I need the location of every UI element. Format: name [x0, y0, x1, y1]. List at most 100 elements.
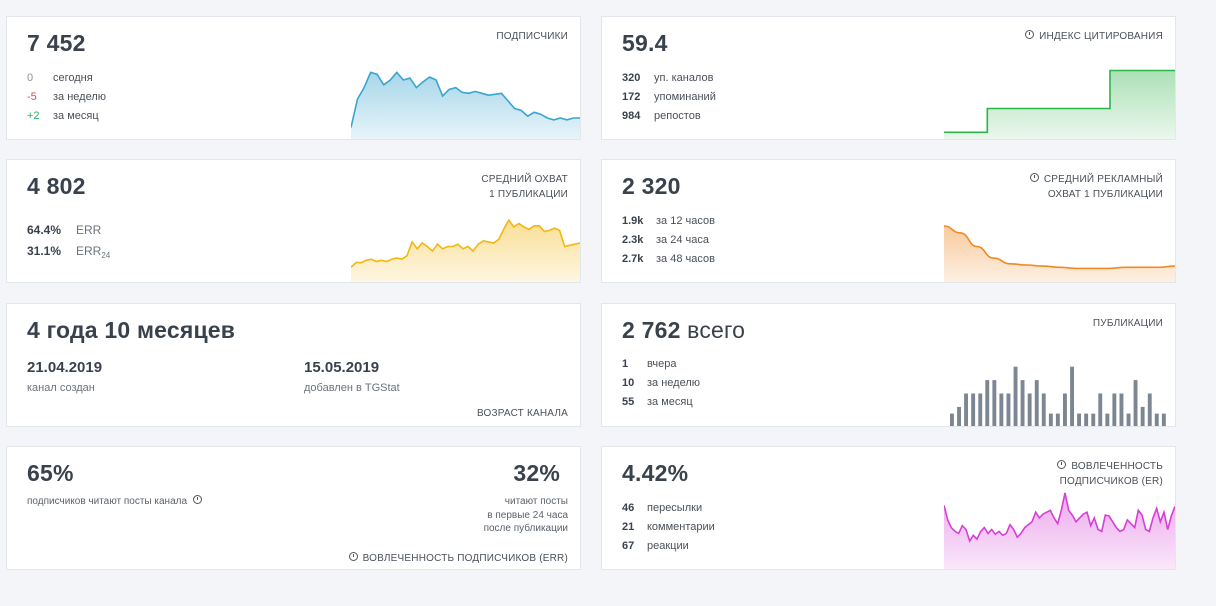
- stat-value: 2.3k: [622, 234, 644, 246]
- publications-label: ПУБЛИКАЦИИ: [1092, 318, 1163, 329]
- chart-bar: [1070, 366, 1074, 426]
- er-card[interactable]: 4.42% ВОВЛЕЧЕННОСТЬ ПОДПИСЧИКОВ (ER) 46 пе…: [601, 446, 1176, 570]
- created-label: канал создан: [27, 382, 95, 394]
- label-line: СРЕДНИЙ ОХВАТ: [481, 174, 568, 185]
- stat-value: 984: [622, 110, 641, 122]
- subscribers-chart[interactable]: [351, 57, 581, 139]
- chart-bar: [1147, 393, 1152, 426]
- stat-text: сегодня: [53, 72, 93, 84]
- chart-bar: [992, 380, 997, 426]
- chart-series-line: [944, 492, 1175, 543]
- chart-bar: [985, 380, 990, 426]
- err-row: 64.4% ERR: [27, 223, 101, 237]
- stat-text: вчера: [647, 358, 677, 370]
- first-day-readers-text: читают посты в первые 24 часа после публик…: [484, 495, 568, 536]
- citation-channels: 320 уп. каналов: [622, 72, 713, 84]
- stat-text: за неделю: [53, 91, 107, 103]
- avg-reach-value: 4 802: [27, 173, 86, 199]
- channel-age-value: 4 года 10 месяцев: [27, 317, 236, 343]
- err-label: ERR: [76, 244, 102, 258]
- chart-bar: [1098, 393, 1103, 426]
- readers-text: подписчиков читают посты канала: [27, 495, 203, 509]
- avg-reach-label: СРЕДНИЙ ОХВАТ 1 ПУБЛИКАЦИИ: [481, 172, 568, 202]
- chart-bar: [1140, 406, 1145, 426]
- avg-reach-card[interactable]: 4 802 СРЕДНИЙ ОХВАТ 1 ПУБЛИКАЦИИ 64.4% ERR…: [6, 159, 581, 283]
- ad-reach-value: 2 320: [622, 173, 681, 199]
- chart-bar: [1077, 413, 1081, 426]
- publications-suffix: всего: [687, 317, 746, 343]
- chart-bar: [964, 393, 968, 426]
- citation-reposts: 984 репостов: [622, 110, 701, 122]
- label-line: ПОДПИСЧИКОВ (ER): [1059, 476, 1163, 487]
- stat-text: уп. каналов: [654, 72, 714, 84]
- subscribers-today: 0 сегодня: [27, 72, 93, 84]
- subscribers-card[interactable]: 7 452 ПОДПИСЧИКИ 0 сегодня -5 за неделю +2…: [6, 16, 581, 140]
- er-chart[interactable]: [944, 487, 1176, 570]
- subscribers-count: 7 452: [27, 30, 86, 56]
- stat-text: упоминаний: [654, 91, 716, 103]
- chart-series-line: [944, 69, 1175, 134]
- chart-bar: [1006, 393, 1011, 426]
- channel-age-label: ВОЗРАСТ КАНАЛА: [476, 408, 568, 419]
- info-icon[interactable]: [348, 552, 358, 561]
- stat-text: реакции: [647, 540, 689, 552]
- stat-text: пересылки: [647, 502, 703, 514]
- publications-card[interactable]: 2 762 всего ПУБЛИКАЦИИ 1 вчера 10 за недел…: [601, 303, 1176, 427]
- info-icon[interactable]: [1029, 173, 1039, 182]
- chart-bar: [1084, 413, 1089, 426]
- ad-reach-chart[interactable]: [944, 214, 1176, 283]
- citation-card[interactable]: 59.4 ИНДЕКС ЦИТИРОВАНИЯ 320 уп. каналов 1…: [601, 16, 1176, 140]
- chart-area-fill: [944, 226, 1175, 282]
- chart-bar: [1013, 366, 1018, 426]
- chart-bar: [1119, 393, 1124, 426]
- stat-text: за 12 часов: [656, 215, 715, 227]
- chart-area-fill: [351, 72, 580, 139]
- label-line: 1 ПУБЛИКАЦИИ: [489, 189, 568, 200]
- text-line: после публикации: [483, 523, 568, 534]
- er-value: 4.42%: [622, 460, 689, 486]
- stat-value: 67: [622, 540, 635, 552]
- first-day-readers-percent: 32%: [513, 460, 560, 486]
- stat-value: 0: [27, 72, 34, 84]
- chart-bar: [1055, 413, 1060, 426]
- avg-reach-chart[interactable]: [351, 208, 581, 283]
- stat-value: 1: [622, 358, 629, 370]
- chart-bar: [1112, 393, 1117, 426]
- publications-chart[interactable]: [950, 354, 1176, 427]
- citation-index-value: 59.4: [622, 30, 668, 56]
- chart-bar: [978, 393, 983, 426]
- stat-text: комментарии: [647, 521, 715, 533]
- stat-value: 55: [622, 396, 635, 408]
- ad-reach-48h: 2.7k за 48 часов: [622, 253, 715, 265]
- stat-text: за 24 часа: [656, 234, 709, 246]
- engagement-err-label: ВОВЛЕЧЕННОСТЬ ПОДПИСЧИКОВ (ERR): [348, 551, 568, 566]
- stat-text: за 48 часов: [656, 253, 715, 265]
- info-icon[interactable]: [193, 495, 203, 504]
- text-line: в первые 24 часа: [487, 509, 568, 521]
- info-icon[interactable]: [1025, 30, 1035, 39]
- err-label: ERR: [76, 223, 102, 237]
- publications-week: 10 за неделю: [622, 377, 700, 389]
- publications-month: 55 за месяц: [622, 396, 693, 408]
- citation-mentions: 172 упоминаний: [622, 91, 716, 103]
- stat-value: 46: [622, 502, 635, 514]
- chart-bar: [1020, 380, 1025, 426]
- chart-bar: [1048, 413, 1053, 426]
- stat-value: 320: [622, 72, 641, 84]
- engagement-err-card[interactable]: 65% подписчиков читают посты канала 32% …: [6, 446, 581, 570]
- chart-series-line: [351, 218, 580, 268]
- readers-percent: 65%: [27, 460, 74, 486]
- err-subscript: 24: [101, 251, 111, 261]
- citation-chart[interactable]: [944, 57, 1176, 139]
- publications-number: 2 762: [622, 317, 681, 343]
- stat-text: за месяц: [53, 110, 99, 122]
- ad-reach-card[interactable]: 2 320 СРЕДНИЙ РЕКЛАМНЫЙ ОХВАТ 1 ПУБЛИКАЦИ…: [601, 159, 1176, 283]
- added-label: добавлен в TGStat: [304, 382, 400, 394]
- info-icon[interactable]: [1057, 460, 1067, 469]
- label-line: ОХВАТ 1 ПУБЛИКАЦИИ: [1047, 189, 1163, 200]
- chart-series-line: [944, 225, 1175, 270]
- channel-age-card[interactable]: 4 года 10 месяцев 21.04.2019 канал созда…: [6, 303, 581, 427]
- chart-bar: [1027, 393, 1032, 426]
- err24-row: 31.1% ERR24: [27, 244, 110, 260]
- stat-value: 1.9k: [622, 215, 644, 227]
